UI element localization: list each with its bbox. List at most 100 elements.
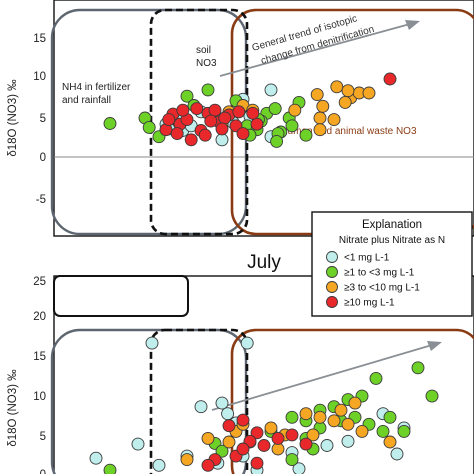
data-point-ge10 <box>271 431 285 445</box>
trend-arrow-head-2 <box>427 341 442 351</box>
data-point-lt1 <box>320 439 334 452</box>
data-point-ge10 <box>190 102 204 116</box>
legend-marker-lt1 <box>326 251 338 263</box>
y-axis-label-top: δ18O (NO3) ‰ <box>7 79 19 157</box>
data-point-ge10 <box>232 105 246 119</box>
data-point-b3to10 <box>362 86 376 100</box>
y-tick-label: 15 <box>33 351 46 363</box>
data-point-b3to10 <box>334 403 348 417</box>
data-point-b3to10 <box>222 435 236 449</box>
data-point-b1to3 <box>285 119 299 133</box>
data-point-b3to10 <box>288 103 302 117</box>
y-tick-label: 5 <box>40 431 46 443</box>
data-point-ge10 <box>162 113 176 127</box>
month-label: July <box>247 252 281 273</box>
data-point-b3to10 <box>313 111 327 125</box>
fertilizer-note-line1: NH4 in fertilizer <box>62 82 131 93</box>
trend-arrow-head <box>405 20 420 30</box>
y-tick-label: 5 <box>40 113 46 125</box>
y-tick-label: 0 <box>40 152 46 164</box>
data-point-ge10 <box>383 72 397 86</box>
data-point-ge10 <box>250 426 264 440</box>
data-point-ge10 <box>208 103 222 117</box>
data-point-b1to3 <box>201 83 215 97</box>
legend-title: Explanation <box>362 219 422 231</box>
data-point-ge10 <box>222 419 236 433</box>
data-point-b3to10 <box>327 414 341 428</box>
y-axis-label-bottom: δ18O (NO3) ‰ <box>7 369 19 447</box>
y-tick-label: 10 <box>33 391 46 403</box>
data-point-ge10 <box>184 133 198 147</box>
data-point-lt1 <box>194 400 208 414</box>
data-point-b3to10 <box>383 435 397 449</box>
legend-marker-b3to10 <box>326 281 338 293</box>
trend-arrow-2 <box>211 344 433 411</box>
data-point-lt1 <box>264 83 278 97</box>
data-point-b3to10 <box>313 123 327 137</box>
y-tick-label: 20 <box>33 311 46 323</box>
soil-note-line2: NO3 <box>196 58 217 69</box>
data-point-b3to10 <box>341 84 355 98</box>
data-point-b1to3 <box>369 371 383 385</box>
data-point-b3to10 <box>306 428 320 442</box>
data-point-ge10 <box>204 114 218 128</box>
data-point-b1to3 <box>285 453 299 467</box>
legend-label-ge10: ≥10 mg L-1 <box>344 298 395 309</box>
data-point-lt1 <box>89 451 103 465</box>
data-point-b3to10 <box>264 421 278 435</box>
data-point-ge10 <box>285 428 299 442</box>
y-axis-bottom: 25 20 15 10 5 0 δ18O (NO3) ‰ <box>7 276 46 474</box>
data-point-b1to3 <box>103 463 117 474</box>
data-point-b1to3 <box>299 128 313 142</box>
data-point-ge10 <box>236 442 250 456</box>
data-point-lt1 <box>152 458 166 472</box>
data-point-b1to3 <box>180 89 194 103</box>
data-point-b1to3 <box>103 117 117 130</box>
legend-label-b3to10: ≥3 to <10 mg L-1 <box>344 283 420 294</box>
data-point-ge10 <box>218 111 232 125</box>
legend-label-lt1: <1 mg L-1 <box>344 253 390 264</box>
points-bottom <box>89 336 439 474</box>
data-point-ge10 <box>250 456 264 470</box>
data-point-ge10 <box>250 117 264 131</box>
data-point-b1to3 <box>270 134 284 148</box>
data-point-b1to3 <box>397 424 411 438</box>
y-axis-top: 15 10 5 0 -5 δ18O (NO3) ‰ <box>7 33 46 206</box>
data-point-b1to3 <box>376 424 390 438</box>
data-point-b3to10 <box>180 453 194 467</box>
data-point-b3to10 <box>330 80 344 94</box>
data-point-b3to10 <box>316 99 330 113</box>
waste-note: human and animal waste NO3 <box>282 126 417 137</box>
data-point-b3to10 <box>348 396 362 410</box>
data-point-ge10 <box>176 103 190 117</box>
y-tick-label: 10 <box>33 71 46 83</box>
data-point-lt1 <box>131 437 145 451</box>
panel-bottom: 25 20 15 10 5 0 δ18O (NO3) ‰ <box>7 275 474 474</box>
data-point-b3to10 <box>355 424 369 438</box>
data-point-ge10 <box>201 458 215 472</box>
empty-label-box <box>53 275 189 317</box>
data-point-b1to3 <box>383 410 397 424</box>
y-tick-label: 0 <box>40 469 46 474</box>
data-point-b1to3 <box>411 361 425 375</box>
fertilizer-note-line2: and rainfall <box>62 95 111 106</box>
points-top <box>103 72 397 148</box>
data-point-lt1 <box>341 434 355 448</box>
data-point-b3to10 <box>313 410 327 424</box>
data-point-ge10 <box>236 413 250 427</box>
data-point-ge10 <box>170 127 184 141</box>
soil-field-box-2 <box>149 328 249 474</box>
legend-items: <1 mg L-1 ≥1 to <3 mg L-1 ≥3 to <10 mg L-1… <box>326 251 420 309</box>
panel-top: 15 10 5 0 -5 δ18O (NO3) ‰ NH4 in fertili… <box>7 0 474 237</box>
soil-note-line1: soil <box>196 45 211 56</box>
legend: Explanation Nitrate plus Nitrate as N <1… <box>311 211 473 317</box>
legend-marker-ge10 <box>326 296 338 308</box>
data-point-b1to3 <box>268 102 282 116</box>
data-point-b3to10 <box>327 113 341 127</box>
trend-arrow <box>219 23 411 77</box>
data-point-b1to3 <box>215 444 229 458</box>
data-point-b3to10 <box>201 431 215 445</box>
data-point-b1to3 <box>285 410 299 424</box>
data-point-b1to3 <box>425 389 439 403</box>
